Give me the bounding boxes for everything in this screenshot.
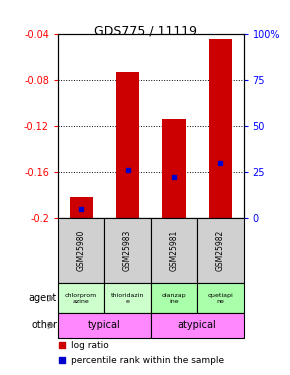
Text: percentile rank within the sample: percentile rank within the sample xyxy=(71,356,224,364)
Bar xyxy=(104,218,151,284)
Bar xyxy=(151,218,197,284)
Bar xyxy=(58,313,151,338)
Bar xyxy=(151,284,197,313)
Bar xyxy=(162,119,186,218)
Bar xyxy=(151,313,244,338)
Bar xyxy=(58,284,104,313)
Text: chlorprom
azine: chlorprom azine xyxy=(65,293,97,304)
Text: log ratio: log ratio xyxy=(71,341,109,350)
Text: thioridazin
e: thioridazin e xyxy=(111,293,144,304)
Text: GSM25980: GSM25980 xyxy=(77,230,86,271)
Bar xyxy=(58,218,104,284)
Text: GDS775 / 11119: GDS775 / 11119 xyxy=(93,24,197,38)
Text: GSM25981: GSM25981 xyxy=(169,230,179,271)
Text: agent: agent xyxy=(29,293,57,303)
Bar xyxy=(116,72,139,218)
Bar xyxy=(197,218,244,284)
Bar xyxy=(104,284,151,313)
Text: GSM25982: GSM25982 xyxy=(216,230,225,271)
Text: typical: typical xyxy=(88,321,121,330)
Text: quetiapi
ne: quetiapi ne xyxy=(208,293,233,304)
Bar xyxy=(197,284,244,313)
Text: other: other xyxy=(31,321,57,330)
Bar xyxy=(70,197,93,218)
Bar xyxy=(209,39,232,218)
Text: atypical: atypical xyxy=(178,321,217,330)
Text: olanzap
ine: olanzap ine xyxy=(162,293,186,304)
Text: GSM25983: GSM25983 xyxy=(123,230,132,271)
